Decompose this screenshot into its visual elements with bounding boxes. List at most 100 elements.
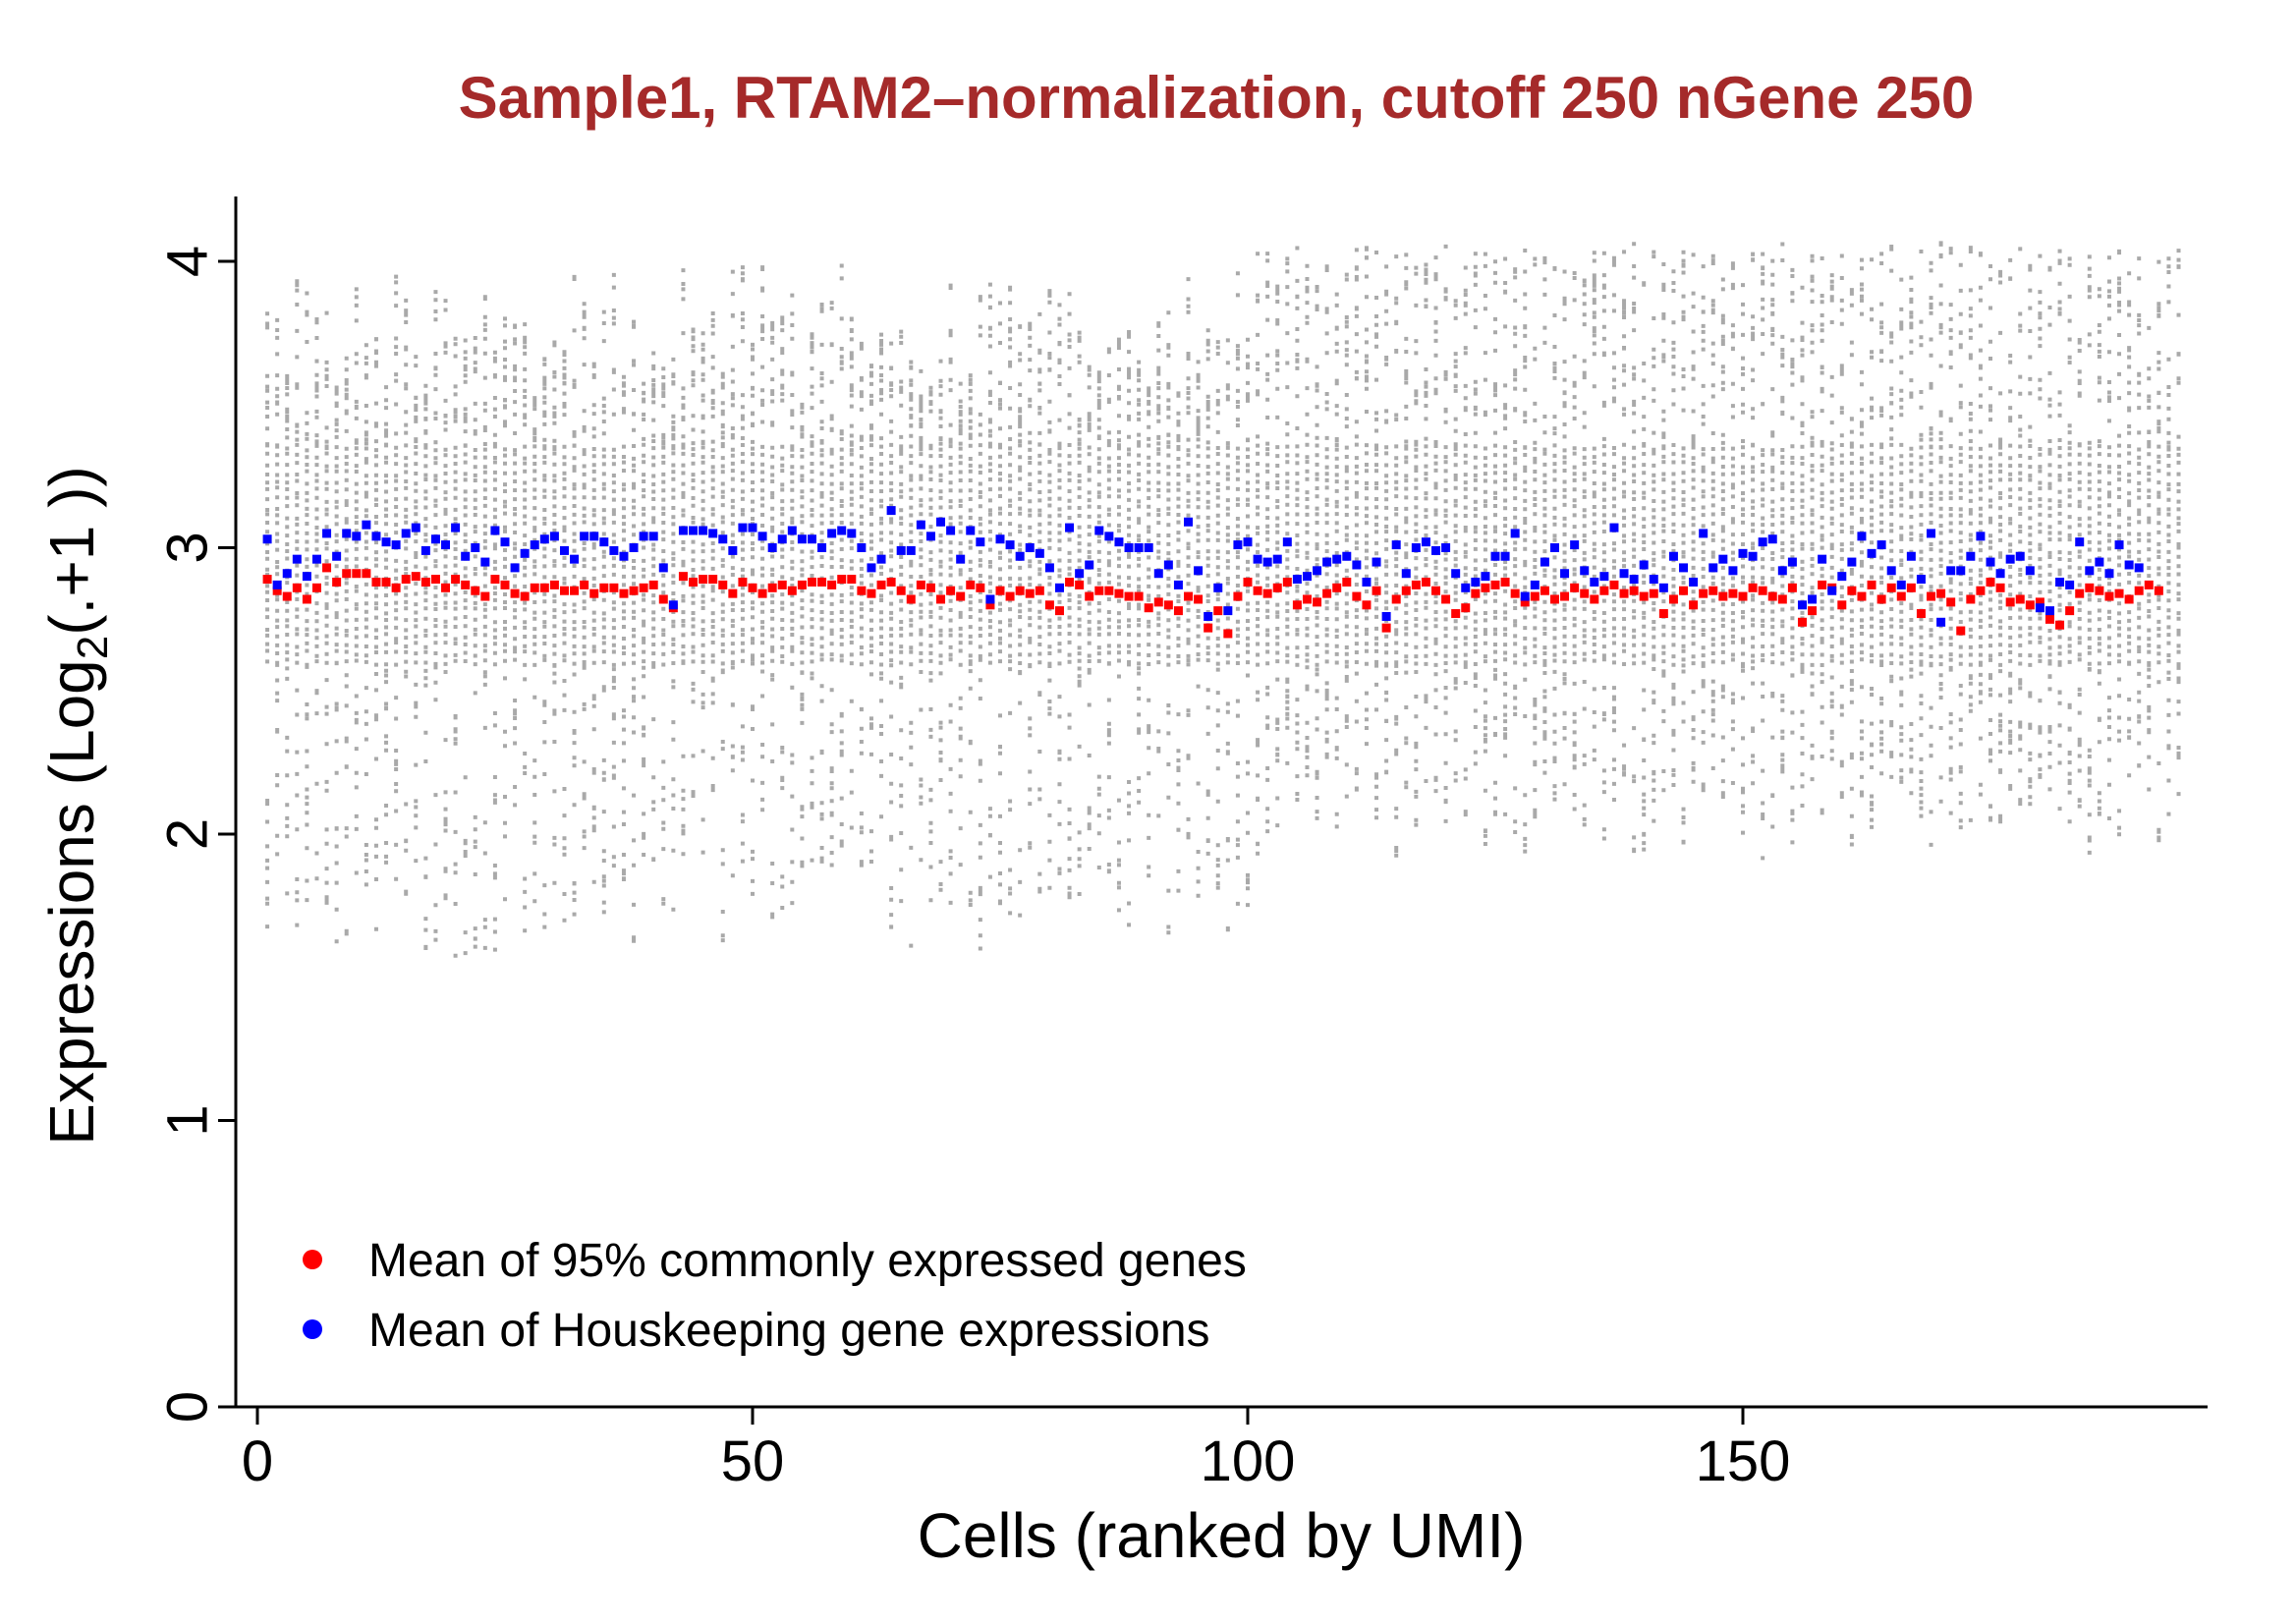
y-tick-label: 0 [155, 1391, 219, 1423]
common-mean-point [1658, 609, 1668, 619]
common-mean-point [1431, 586, 1441, 595]
housekeeping-mean-point [1886, 566, 1896, 576]
common-mean-point [1728, 588, 1738, 598]
common-mean-point [1857, 591, 1867, 601]
chart-title: Sample1, RTAM2–normalization, cutoff 250… [459, 65, 1975, 131]
common-mean-point [1054, 606, 1064, 616]
housekeeping-mean-point [639, 532, 648, 541]
common-mean-point [906, 594, 916, 604]
common-mean-point [1530, 591, 1540, 601]
housekeeping-mean-point [2044, 606, 2054, 616]
common-mean-point [689, 577, 699, 587]
common-mean-point [1599, 586, 1609, 595]
common-mean-point [1549, 594, 1559, 604]
housekeeping-mean-point [1847, 557, 1857, 567]
common-mean-point [1223, 629, 1233, 639]
common-mean-point [787, 586, 797, 595]
housekeeping-mean-point [451, 523, 461, 532]
common-mean-point [580, 580, 589, 589]
common-mean-point [847, 575, 857, 585]
housekeeping-mean-point [668, 600, 678, 610]
housekeeping-mean-point [352, 532, 362, 541]
housekeeping-mean-point [1352, 560, 1362, 570]
common-mean-point [500, 580, 510, 589]
common-mean-point [1381, 623, 1391, 633]
common-mean-point [559, 586, 569, 595]
common-mean-point [1837, 600, 1847, 610]
common-mean-point [1619, 588, 1629, 598]
common-mean-point [2065, 606, 2075, 616]
common-mean-point [1253, 586, 1262, 595]
housekeeping-mean-point [787, 526, 797, 535]
common-mean-point [1085, 591, 1094, 601]
housekeeping-mean-point [1075, 569, 1085, 579]
common-mean-point [1718, 591, 1728, 601]
housekeeping-mean-point [738, 523, 748, 532]
housekeeping-mean-point [520, 548, 530, 558]
common-mean-point [461, 580, 471, 589]
common-mean-point [1767, 591, 1777, 601]
common-mean-point [1421, 577, 1430, 587]
common-mean-point [401, 575, 411, 585]
common-mean-point [1233, 591, 1243, 601]
housekeeping-mean-point [1827, 586, 1837, 595]
common-mean-point [1936, 588, 1946, 598]
common-mean-point [1580, 588, 1590, 598]
common-mean-point [1639, 591, 1649, 601]
common-mean-point [1134, 591, 1144, 601]
housekeeping-mean-point [2075, 537, 2085, 547]
common-mean-point [1391, 594, 1401, 604]
housekeeping-mean-point [2015, 551, 2025, 561]
housekeeping-mean-point [1679, 563, 1689, 573]
common-mean-point [589, 588, 599, 598]
housekeeping-mean-point [1342, 551, 1352, 561]
common-mean-point [1818, 580, 1827, 589]
housekeeping-mean-point [2114, 540, 2124, 550]
x-tick-label: 50 [721, 1429, 785, 1493]
common-mean-point [837, 575, 847, 585]
x-tick-label: 0 [242, 1429, 273, 1493]
common-mean-point [1847, 586, 1857, 595]
common-mean-point [420, 577, 430, 587]
common-mean-point [2075, 588, 2085, 598]
housekeeping-mean-point [371, 532, 381, 541]
common-mean-point [549, 580, 559, 589]
common-mean-point [1738, 591, 1748, 601]
common-mean-point [1787, 583, 1797, 592]
housekeeping-mean-point [1391, 540, 1401, 550]
housekeeping-mean-point [1699, 529, 1708, 538]
common-mean-point [1886, 583, 1896, 592]
housekeeping-mean-point [1104, 532, 1114, 541]
housekeeping-mean-point [1302, 572, 1312, 582]
housekeeping-mean-point [599, 537, 609, 547]
common-mean-point [2134, 586, 2144, 595]
common-mean-point [2114, 588, 2124, 598]
housekeeping-mean-point [1461, 583, 1471, 592]
housekeeping-mean-point [1233, 540, 1243, 550]
housekeeping-mean-point [580, 532, 589, 541]
housekeeping-mean-point [1065, 523, 1075, 532]
common-mean-point [1044, 600, 1054, 610]
housekeeping-mean-point [272, 580, 282, 589]
housekeeping-mean-point [916, 520, 925, 530]
background-points-layer [265, 241, 2181, 958]
common-mean-point [1649, 588, 1658, 598]
housekeeping-mean-point [748, 523, 757, 532]
housekeeping-mean-point [1976, 532, 1986, 541]
common-mean-point [748, 583, 757, 592]
housekeeping-mean-point [1114, 537, 1124, 547]
housekeeping-mean-point [292, 554, 302, 564]
housekeeping-mean-point [2025, 566, 2035, 576]
housekeeping-mean-point [718, 534, 728, 544]
housekeeping-mean-point [2134, 563, 2144, 573]
housekeeping-mean-point [1599, 572, 1609, 582]
housekeeping-mean-point [411, 523, 420, 532]
common-mean-point [985, 600, 995, 610]
housekeeping-mean-point [1124, 543, 1134, 552]
housekeeping-mean-point [689, 526, 699, 535]
housekeeping-mean-point [985, 594, 995, 604]
housekeeping-mean-point [837, 526, 847, 535]
common-mean-point [1104, 586, 1114, 595]
common-mean-point [1124, 591, 1134, 601]
housekeeping-mean-point [1956, 566, 1966, 576]
